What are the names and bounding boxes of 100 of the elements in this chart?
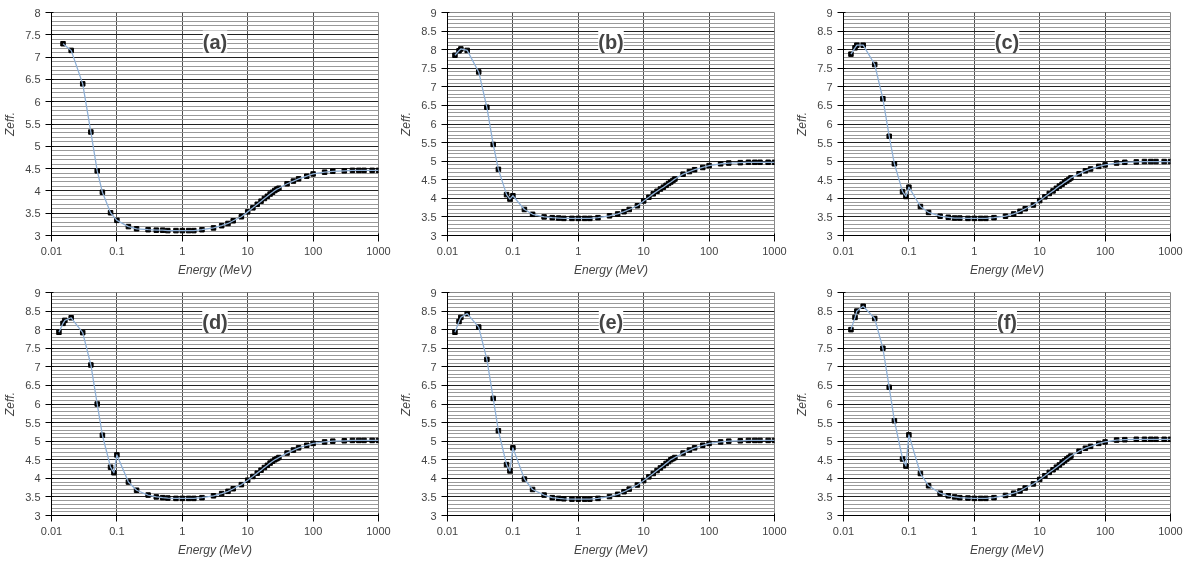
y-tick-label: 3 (826, 509, 833, 522)
y-tick-label: 8 (430, 323, 437, 336)
y-axis-title: Zeff. (399, 391, 414, 417)
y-tick-label: 4 (826, 192, 833, 205)
y-tick-label: 8 (34, 323, 41, 336)
y-tick-label: 7 (34, 360, 41, 373)
x-tick-label: 10 (637, 244, 650, 257)
y-tick-label: 4 (826, 472, 833, 485)
y-tick-label: 5 (430, 155, 437, 168)
x-tick-label: 0.1 (109, 244, 125, 257)
y-tick-label: 5 (826, 155, 833, 168)
y-tick-label: 7 (826, 80, 833, 93)
y-tick-label: 6.5 (817, 99, 833, 112)
y-tick-label: 3.5 (421, 490, 437, 503)
y-tick-label: 5.5 (25, 118, 41, 130)
x-tick-label: 10 (1033, 244, 1046, 257)
y-tick-label: 3.5 (25, 490, 41, 503)
x-tick-label: 0.01 (40, 524, 63, 537)
y-tick-label: 3.5 (25, 207, 41, 220)
y-tick-label: 9 (826, 6, 833, 19)
x-tick-label: 1000 (762, 524, 787, 537)
x-tick-label: 1000 (366, 524, 391, 537)
x-tick-label: 100 (303, 244, 323, 257)
text: (e) (598, 310, 624, 333)
y-tick-label: 6 (826, 118, 833, 130)
y-tick-label: 8 (826, 43, 833, 56)
x-tick-label: 100 (699, 244, 719, 257)
y-tick-label: 7 (430, 360, 437, 373)
y-axis-title: Zeff. (795, 391, 810, 417)
y-tick-label: 5 (826, 435, 833, 448)
x-tick-label: 100 (1095, 244, 1115, 257)
y-tick-label: 4.5 (25, 162, 41, 175)
text: (a) (202, 30, 228, 53)
text: (c) (994, 30, 1020, 53)
x-tick-label: 1000 (1158, 524, 1183, 537)
x-tick-label: 1000 (1158, 244, 1183, 257)
x-tick-label: 1000 (366, 244, 391, 257)
y-tick-label: 6.5 (421, 99, 437, 112)
x-tick-label: 0.01 (832, 524, 855, 537)
y-tick-label: 6.5 (817, 379, 833, 392)
y-tick-label: 7.5 (421, 62, 437, 75)
y-tick-label: 7 (826, 360, 833, 373)
x-tick-label: 0.1 (109, 524, 125, 537)
y-tick-label: 9 (430, 6, 437, 19)
x-axis-title: Energy (MeV) (177, 542, 253, 557)
y-tick-label: 5.5 (817, 416, 833, 429)
y-tick-label: 8.5 (421, 305, 437, 318)
x-tick-label: 10 (637, 524, 650, 537)
y-tick-label: 3 (826, 229, 833, 242)
text: (d) (202, 310, 228, 333)
x-tick-label: 1 (179, 524, 186, 537)
x-tick-label: 1000 (762, 244, 787, 257)
y-tick-label: 4.5 (25, 453, 41, 466)
y-tick-label: 3 (430, 229, 437, 242)
y-tick-label: 8 (430, 43, 437, 56)
x-axis-title: Energy (MeV) (573, 262, 649, 277)
x-tick-label: 100 (1095, 524, 1115, 537)
x-tick-label: 10 (241, 524, 254, 537)
x-tick-label: 0.1 (505, 244, 521, 257)
y-tick-label: 6.5 (421, 379, 437, 392)
y-tick-label: 6 (34, 95, 41, 108)
x-axis-title: Energy (MeV) (573, 542, 649, 557)
y-tick-label: 4.5 (817, 453, 833, 466)
y-tick-label: 9 (826, 286, 833, 299)
x-tick-label: 1 (575, 244, 582, 257)
x-axis-title: Energy (MeV) (969, 542, 1045, 557)
x-tick-label: 10 (241, 244, 254, 257)
y-tick-label: 5 (34, 140, 41, 153)
y-tick-label: 5.5 (25, 416, 41, 429)
y-tick-label: 4 (34, 472, 41, 485)
y-tick-label: 3.5 (817, 210, 833, 223)
text: (b) (598, 30, 624, 53)
y-tick-label: 9 (430, 286, 437, 299)
x-tick-label: 1 (971, 524, 978, 537)
y-tick-label: 9 (34, 286, 41, 299)
y-tick-label: 7.5 (25, 28, 41, 41)
y-axis-title: Zeff. (795, 111, 810, 137)
y-tick-label: 4.5 (421, 453, 437, 466)
x-axis-title: Energy (MeV) (177, 262, 253, 277)
y-tick-label: 7.5 (817, 342, 833, 355)
x-tick-label: 0.1 (901, 244, 917, 257)
y-tick-label: 4 (34, 184, 41, 197)
x-tick-label: 0.01 (40, 244, 63, 257)
y-tick-label: 7.5 (817, 62, 833, 75)
y-tick-label: 3 (34, 229, 41, 242)
y-tick-label: 6 (826, 398, 833, 410)
y-tick-label: 8.5 (421, 25, 437, 38)
x-tick-label: 0.01 (436, 524, 459, 537)
y-tick-label: 3 (34, 509, 41, 522)
y-tick-label: 8.5 (817, 25, 833, 38)
y-tick-label: 5.5 (421, 416, 437, 429)
x-tick-label: 0.1 (505, 524, 521, 537)
y-tick-label: 4 (430, 472, 437, 485)
y-axis-title: Zeff. (3, 111, 18, 137)
y-tick-label: 4.5 (421, 173, 437, 186)
y-axis-title: Zeff. (399, 111, 414, 137)
y-tick-label: 8 (826, 323, 833, 336)
x-tick-label: 0.01 (832, 244, 855, 257)
x-tick-label: 1 (575, 524, 582, 537)
y-tick-label: 5.5 (421, 136, 437, 149)
